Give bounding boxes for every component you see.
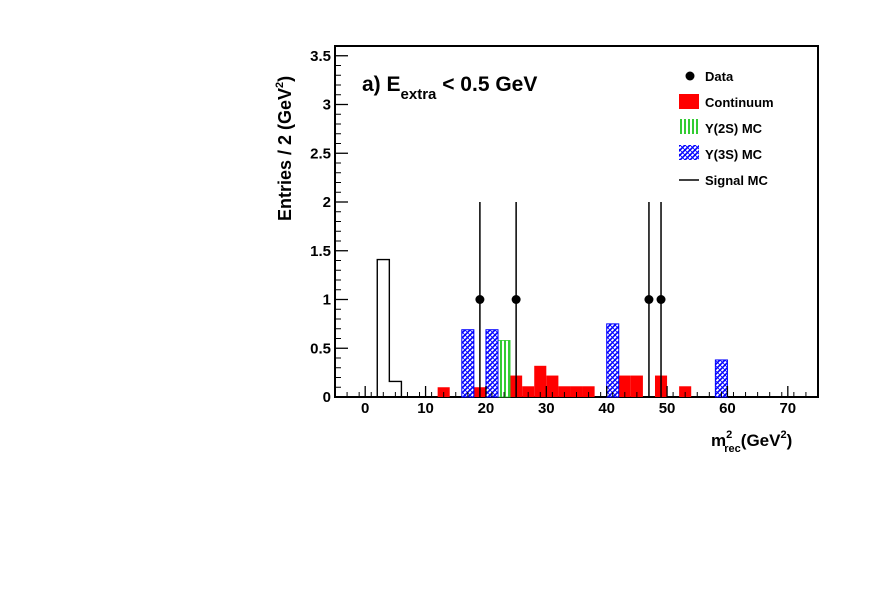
upsilon2s-bar: [497, 340, 511, 398]
y-tick-label: 1: [323, 292, 331, 309]
x-tick-label: 50: [659, 400, 676, 417]
x-tick-labels: 0 10 20 30 40 50 60 70: [361, 400, 796, 417]
y-tick-label: 3.5: [310, 48, 331, 65]
continuum-bar: [534, 365, 547, 397]
x-tick-label: 70: [779, 400, 796, 417]
legend-upsilon3s-label: Υ(3S) MC: [705, 147, 763, 162]
legend: Data Continuum Υ(2S) MC Υ(3S) MC Signal …: [679, 69, 774, 188]
continuum-bar: [630, 375, 643, 397]
legend-data-marker: [685, 71, 695, 81]
continuum-bar: [522, 386, 535, 397]
data-point: [511, 295, 521, 304]
continuum-bar: [570, 386, 583, 397]
continuum-bar: [546, 375, 559, 397]
legend-upsilon3s-swatch: [679, 145, 699, 160]
y-tick-label: 2: [323, 194, 331, 211]
data-point: [475, 295, 485, 304]
x-tick-label: 40: [598, 400, 615, 417]
x-tick-label: 0: [361, 400, 369, 417]
legend-signal-label: Signal MC: [705, 173, 768, 188]
legend-upsilon2s-label: Υ(2S) MC: [705, 121, 763, 136]
y-tick-label: 0: [323, 389, 331, 406]
upsilon3s-bar: [714, 359, 728, 398]
x-tick-label: 20: [478, 400, 495, 417]
panel-title: a) Eextra < 0.5 GeV: [362, 73, 537, 103]
data-point: [644, 295, 654, 304]
continuum-bar: [679, 386, 692, 397]
signal-mc-histogram: [376, 258, 403, 397]
x-tick-label: 30: [538, 400, 555, 417]
legend-continuum-swatch: [679, 94, 699, 109]
x-tick-label: 60: [719, 400, 736, 417]
signal-mc-series: [376, 258, 403, 397]
axis-ticks: [334, 55, 819, 398]
continuum-bar: [558, 386, 571, 397]
continuum-bar: [618, 375, 631, 397]
legend-continuum-label: Continuum: [705, 95, 774, 110]
x-axis-title: m2 rec(GeV2): [711, 429, 792, 455]
upsilon3s-bar: [485, 329, 499, 398]
y-tick-label: 2.5: [310, 145, 331, 162]
upsilon3s-bar: [461, 329, 475, 398]
y-tick-label: 3: [323, 97, 331, 114]
y-axis-title: Entries / 2 (GeV2): [274, 76, 295, 221]
y-tick-label: 0.5: [310, 340, 331, 357]
y-tick-labels: 0 0.5 1 1.5 2 2.5 3 3.5: [310, 48, 331, 406]
legend-upsilon2s-swatch: [679, 119, 699, 134]
data-series: [475, 202, 666, 397]
x-tick-label: 10: [417, 400, 434, 417]
y-tick-label: 1.5: [310, 243, 331, 260]
data-point: [656, 295, 666, 304]
continuum-bar: [582, 386, 595, 397]
upsilon3s-bar: [606, 323, 620, 398]
upsilon2s-series: [497, 340, 511, 398]
legend-data-label: Data: [705, 69, 734, 84]
